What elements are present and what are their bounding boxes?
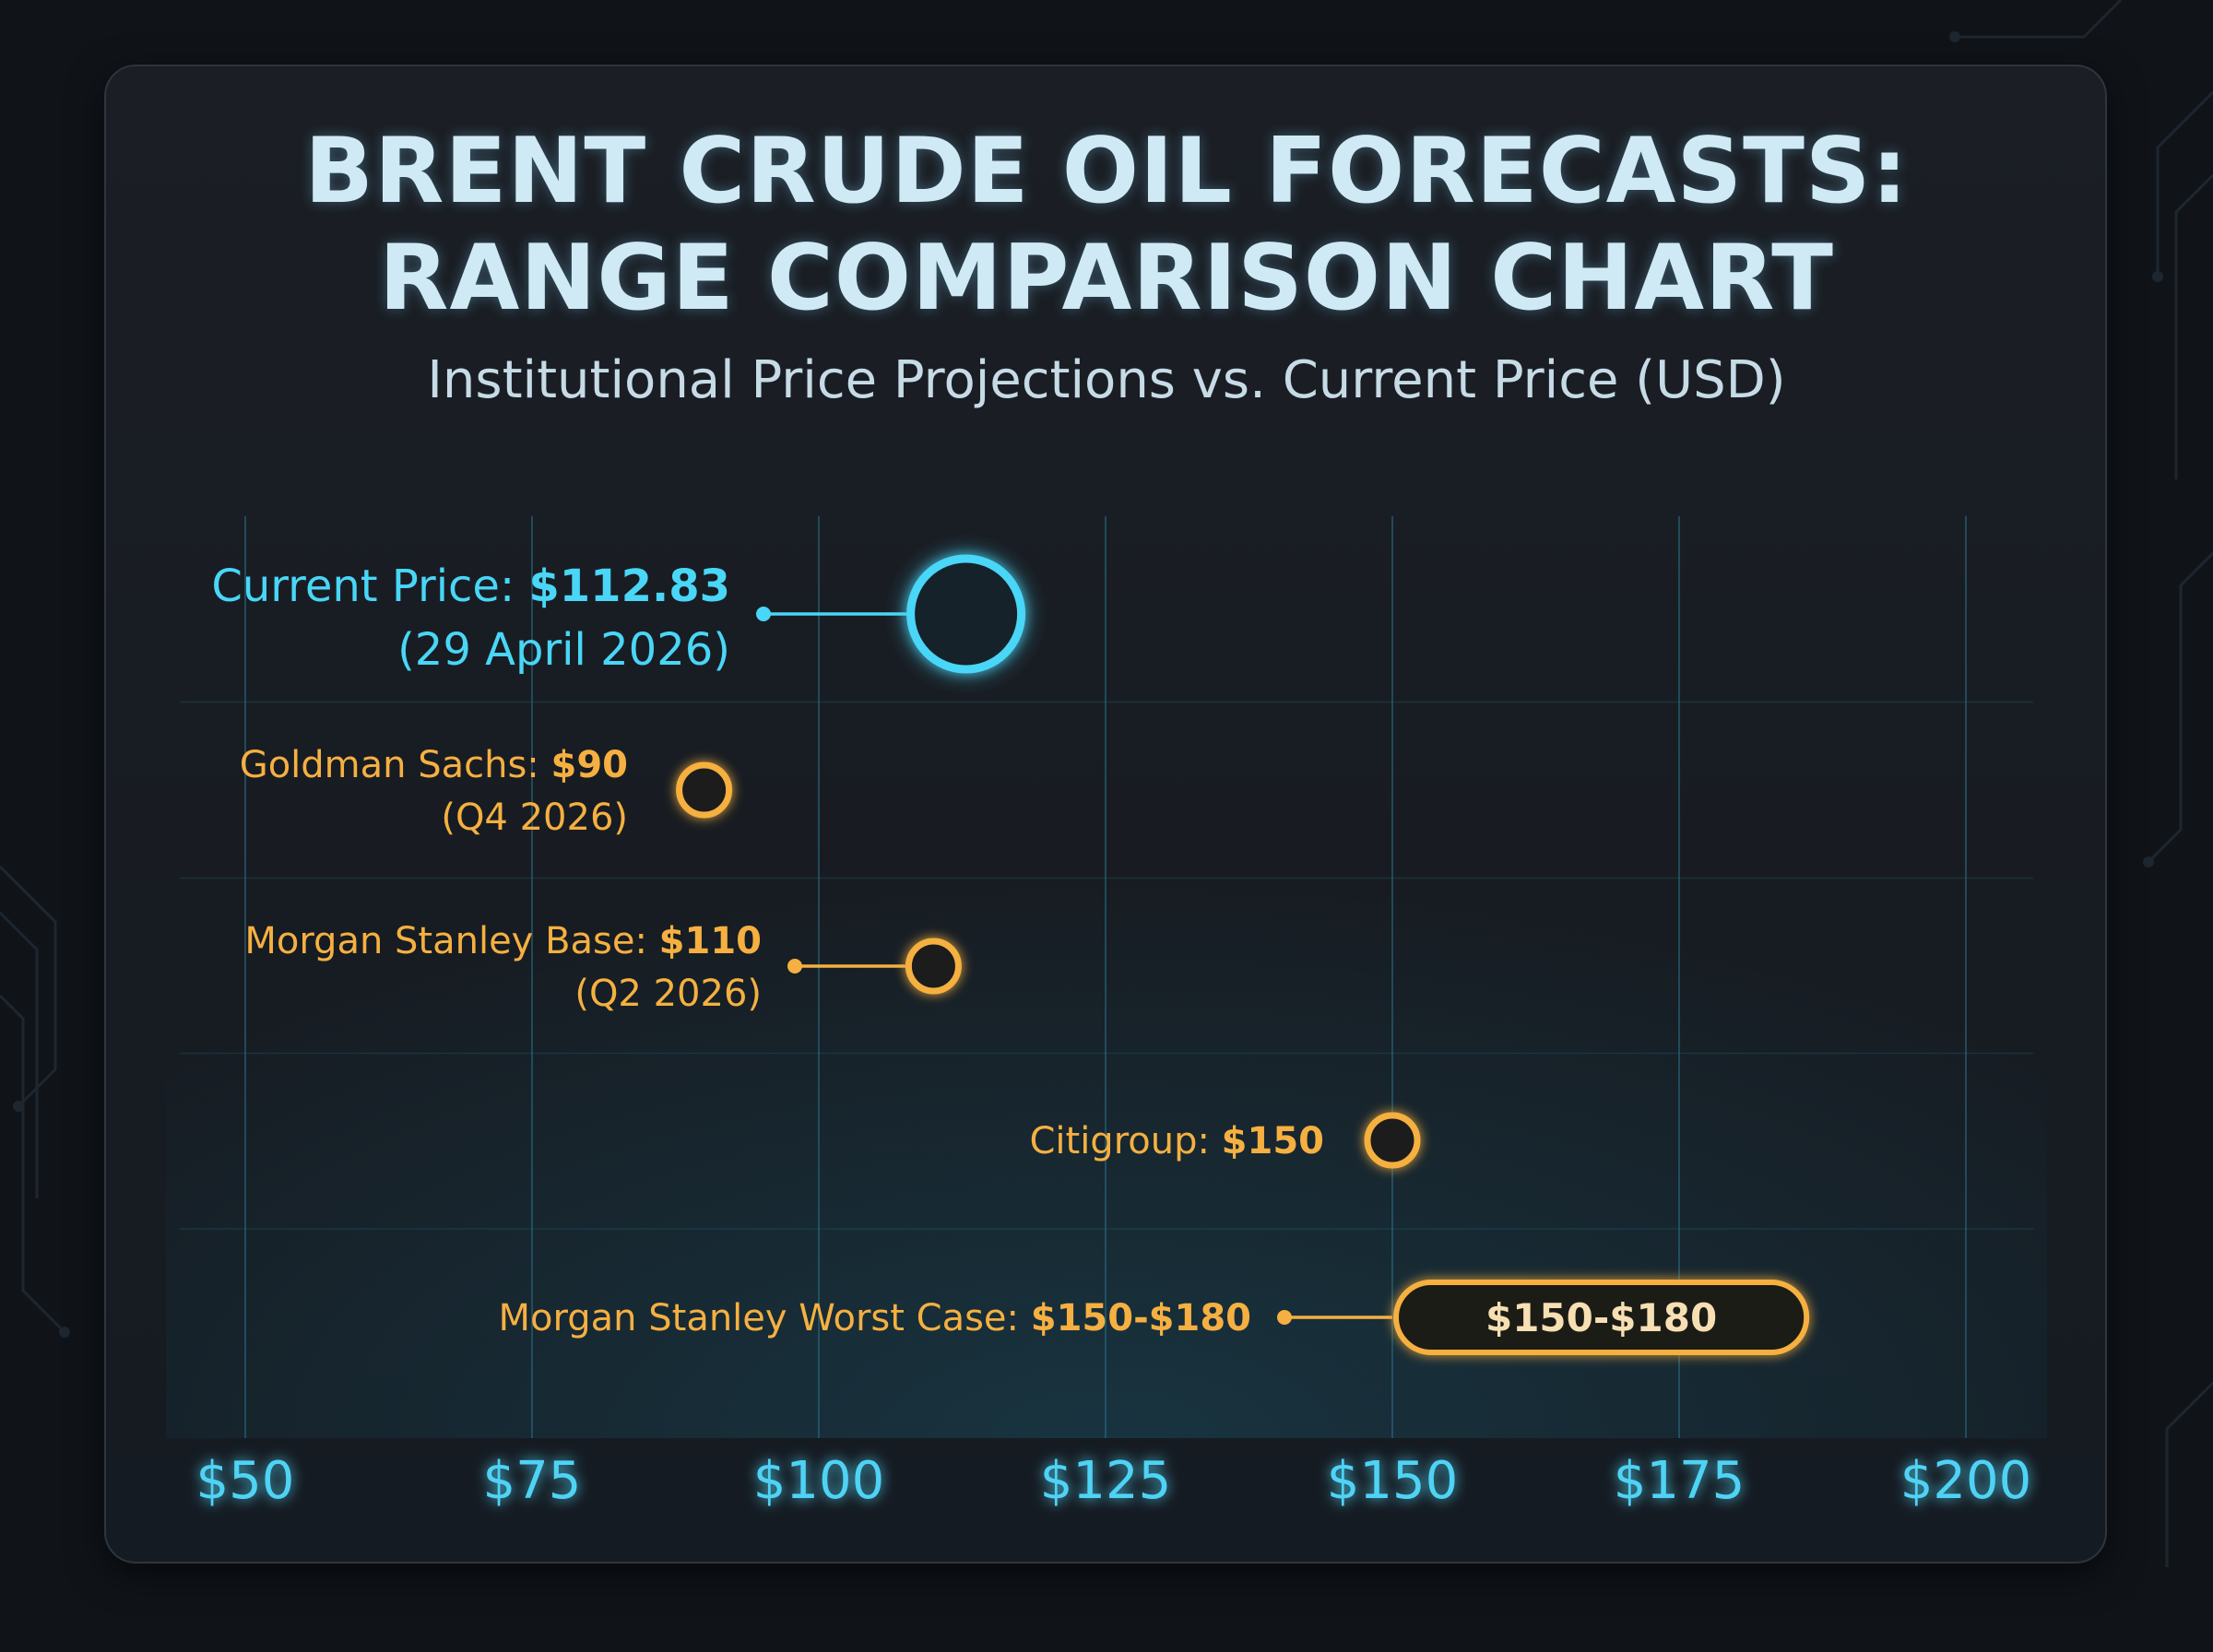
x-axis: $50 $75 $100 $125 $150 $175 $200 xyxy=(180,1435,2034,1511)
label-subtext: (Q4 2026) xyxy=(441,796,628,839)
x-tick-label: $150 xyxy=(1327,1451,1459,1511)
x-tick-label: $50 xyxy=(196,1451,295,1511)
chart-subtitle: Institutional Price Projections vs. Curr… xyxy=(427,350,1786,410)
point-label: Current Price: $112.83 xyxy=(211,560,730,612)
point-label: Citigroup: $150 xyxy=(1029,1120,1324,1162)
point-label: Goldman Sachs: $90 xyxy=(240,744,628,786)
range-bar xyxy=(1393,1280,1810,1355)
forecast-marker xyxy=(905,938,962,995)
label-prefix: Morgan Stanley Worst Case: xyxy=(499,1297,1031,1339)
series-rows: Current Price: $112.83 (29 April 2026) Gol… xyxy=(211,533,2033,1355)
chart-title: BRENT CRUDE OIL FORECASTS: RANGE COMPARI… xyxy=(0,118,2213,332)
label-value: $150 xyxy=(1222,1120,1324,1162)
forecast-marker xyxy=(1364,1112,1421,1169)
series-row: Morgan Stanley Base: $110 (Q2 2026) xyxy=(244,920,2033,1015)
x-tick-label: $75 xyxy=(483,1451,582,1511)
connector-dot xyxy=(787,959,802,974)
label-prefix: Morgan Stanley Base: xyxy=(244,920,658,962)
label-prefix: Citigroup: xyxy=(1029,1120,1221,1162)
series-row: Current Price: $112.83 (29 April 2026) xyxy=(211,533,2033,695)
label-value: $90 xyxy=(551,744,629,786)
x-tick-label: $100 xyxy=(753,1451,885,1511)
current-price-marker xyxy=(906,554,1026,674)
series-row: Citigroup: $150 xyxy=(1029,1112,2033,1169)
forecast-marker xyxy=(676,761,733,819)
x-tick-label: $175 xyxy=(1614,1451,1746,1511)
label-prefix: Goldman Sachs: xyxy=(240,744,551,786)
range-bar-label: $150-$180 xyxy=(1485,1295,1717,1340)
point-label: Morgan Stanley Base: $110 xyxy=(244,920,762,962)
connector-dot xyxy=(756,607,771,621)
label-value: $112.83 xyxy=(528,560,730,612)
label-value: $150-$180 xyxy=(1031,1297,1251,1339)
label-subtext: (Q2 2026) xyxy=(574,973,762,1015)
label-value: $110 xyxy=(659,920,762,962)
series-row: Goldman Sachs: $90 (Q4 2026) xyxy=(240,744,2033,839)
series-row: Morgan Stanley Worst Case: $150-$180 $150… xyxy=(499,1280,2033,1355)
label-subtext: (29 April 2026) xyxy=(397,624,730,676)
x-tick-label: $125 xyxy=(1040,1451,1172,1511)
connector-dot xyxy=(1277,1310,1292,1325)
point-label: Morgan Stanley Worst Case: $150-$180 xyxy=(499,1297,1251,1339)
x-tick-label: $200 xyxy=(1900,1451,2032,1511)
label-prefix: Current Price: xyxy=(211,560,528,612)
grid xyxy=(180,516,2033,1438)
title-line-2: RANGE COMPARISON CHART xyxy=(379,226,1834,331)
title-line-1: BRENT CRUDE OIL FORECASTS: xyxy=(304,119,1909,224)
